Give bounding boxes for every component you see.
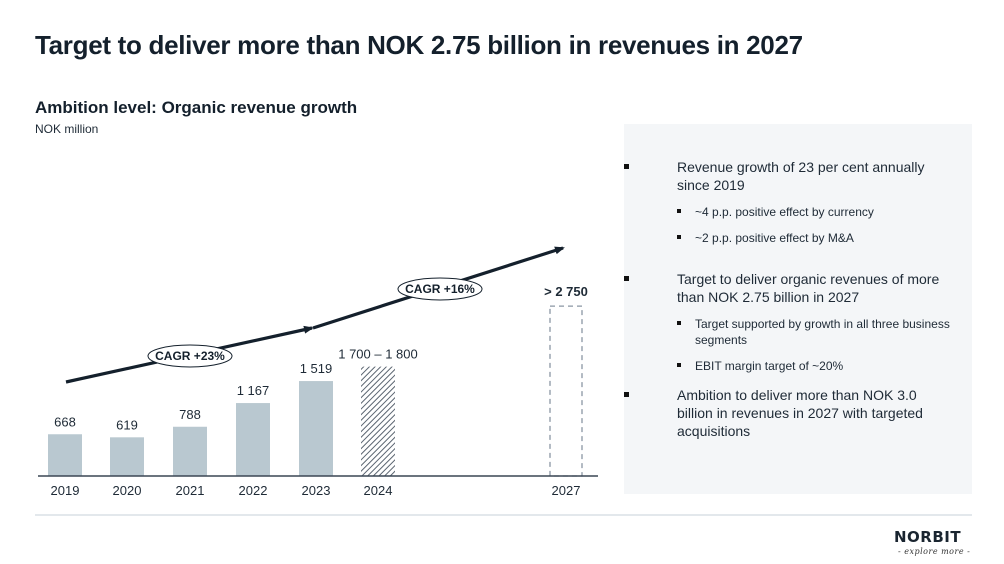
bullet-item: Ambition to deliver more than NOK 3.0 bi… (624, 386, 954, 440)
x-tick-2021: 2021 (176, 483, 205, 498)
x-tick-2024: 2024 (364, 483, 393, 498)
x-tick-2022: 2022 (239, 483, 268, 498)
cagr-badge-1 (147, 344, 233, 368)
bar-2023 (299, 381, 333, 476)
data-label-2023: 1 519 (300, 361, 333, 376)
key-points-panel: Revenue growth of 23 per cent annually s… (624, 124, 972, 494)
chart-subtitle: Ambition level: Organic revenue growth (35, 98, 358, 117)
data-label-2020: 619 (116, 417, 138, 432)
bar-2021 (173, 426, 207, 476)
bar-2022 (236, 403, 270, 476)
bullet-item: Target to deliver organic revenues of mo… (624, 270, 954, 374)
data-label-2019: 668 (54, 414, 76, 429)
x-tick-2023: 2023 (302, 483, 331, 498)
bar-2024 (361, 366, 395, 476)
sub-bullet-item: ~2 p.p. positive effect by M&A (677, 230, 954, 246)
footer-divider (35, 514, 972, 516)
page-title: Target to deliver more than NOK 2.75 bil… (35, 30, 803, 60)
data-label-2024: 1 700 – 1 800 (338, 347, 418, 362)
bullet-text: Revenue growth of 23 per cent annually s… (677, 159, 925, 193)
sub-bullet-item: ~4 p.p. positive effect by currency (677, 204, 954, 220)
bar-2020 (110, 437, 144, 476)
data-label-2022: 1 167 (237, 383, 270, 398)
sub-bullet-item: EBIT margin target of ~20% (677, 358, 954, 374)
cagr-badge-2 (397, 277, 483, 301)
cagr-label-2: CAGR +16% (405, 282, 475, 296)
bullet-item: Revenue growth of 23 per cent annually s… (624, 158, 954, 246)
bullet-text: Ambition to deliver more than NOK 3.0 bi… (677, 387, 923, 439)
bullet-text: Target to deliver organic revenues of mo… (677, 271, 940, 305)
bar-2027 (549, 305, 583, 477)
chart-unit-label: NOK million (35, 122, 99, 136)
data-label-2027: > 2 750 (544, 284, 588, 299)
bar-2019 (48, 434, 82, 476)
x-tick-2027: 2027 (552, 483, 581, 498)
data-label-2021: 788 (179, 407, 201, 422)
logo-tagline: - explore more - (898, 547, 971, 556)
x-tick-2020: 2020 (113, 483, 142, 498)
x-tick-2019: 2019 (51, 483, 80, 498)
cagr-label-1: CAGR +23% (155, 349, 225, 363)
norbit-logo: NORBIT (894, 528, 962, 546)
sub-bullet-item: Target supported by growth in all three … (677, 316, 954, 348)
